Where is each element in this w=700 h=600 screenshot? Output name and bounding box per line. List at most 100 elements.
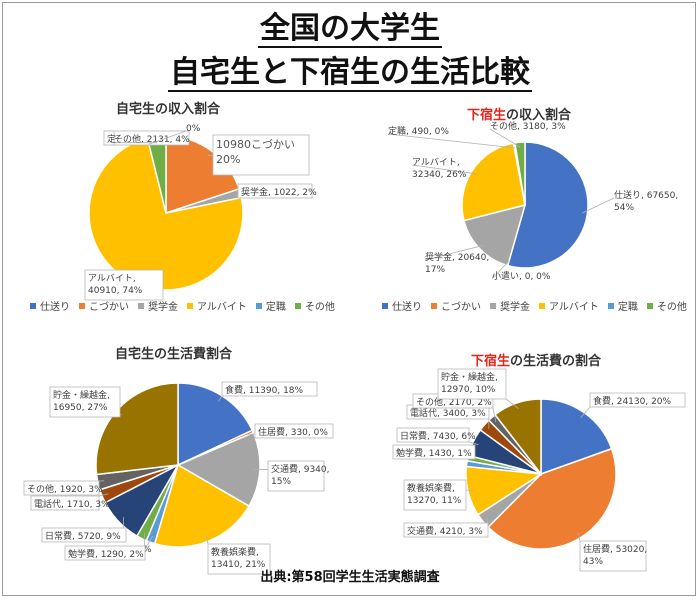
legend-label: 定職 xyxy=(265,302,286,313)
leader-line xyxy=(387,133,516,149)
pie-slice-3 xyxy=(153,463,250,548)
data-label-box xyxy=(589,392,686,408)
data-label: 貯金・繰越金, xyxy=(53,389,110,401)
chart-title-rest: の生活費の割合 xyxy=(510,354,602,369)
legend-item: 仕送り xyxy=(30,298,70,313)
data-label-box xyxy=(579,540,647,572)
data-label: 住居費, 53020, xyxy=(583,543,647,555)
data-label: 54% xyxy=(614,203,634,213)
legend-label: 奨学金 xyxy=(500,302,530,313)
legend-swatch xyxy=(79,302,85,309)
legend-swatch xyxy=(607,302,614,309)
data-label: 17% xyxy=(425,265,445,275)
legend-label: 奨学金 xyxy=(148,302,178,313)
data-label: その他, 3180, 3% xyxy=(490,120,566,132)
pie-slice-5 xyxy=(514,141,526,206)
data-label: 小遣い, 0, 0% xyxy=(492,270,551,282)
data-label-box xyxy=(23,480,100,496)
leader-line xyxy=(468,441,479,446)
pie-slice-1 xyxy=(487,447,617,550)
legend-lodging-income: 仕送り こづかい 奨学金 アルバイト 定職 その他 xyxy=(382,298,696,313)
leader-line xyxy=(148,130,187,145)
data-label: アルバイト, xyxy=(412,157,460,168)
data-label-box xyxy=(267,460,325,492)
legend-label: 定職 xyxy=(617,302,638,313)
data-label: 食費, 11390, 18% xyxy=(225,384,304,396)
chart-title-lodging-expense: 下宿生の生活費の割合 xyxy=(471,350,601,369)
chart-title-highlight: 下宿生 xyxy=(471,354,511,369)
data-label-box xyxy=(103,130,115,146)
pie-slice-0 xyxy=(540,398,613,476)
chart-title-home-expense: 自宅生の生活費割合 xyxy=(115,347,233,362)
data-label: 勉学費, 1430, 1% xyxy=(396,447,472,459)
legend-item: 奨学金 xyxy=(138,298,178,313)
legend-item: アルバイト xyxy=(187,298,247,313)
legend-swatch xyxy=(490,302,496,309)
legend-swatch xyxy=(539,302,545,309)
legend-item: アルバイト xyxy=(539,298,599,313)
chart-title-rest: の収入割合 xyxy=(506,108,572,123)
data-label: 20% xyxy=(216,153,240,166)
data-label: 住居費, 330, 0% xyxy=(258,426,328,438)
pie-slice-3 xyxy=(461,142,526,222)
chart-title-lodging-income: 下宿生の収入割合 xyxy=(467,104,571,123)
data-label-box xyxy=(212,134,310,176)
data-label-box xyxy=(221,381,318,397)
legend-item: 定職 xyxy=(607,298,638,313)
data-label-box xyxy=(64,545,146,561)
data-label: 貯金・繰越金, xyxy=(441,371,498,383)
leader-line xyxy=(577,532,581,542)
data-label: 13410, 21% xyxy=(211,560,266,570)
data-label: 電話代, 3400, 3% xyxy=(410,407,486,419)
pie-slice-0 xyxy=(506,141,589,269)
legend-label: その他 xyxy=(656,302,687,313)
leader-line xyxy=(582,197,615,214)
legend-swatch xyxy=(30,302,36,309)
leader-line xyxy=(218,395,223,402)
legend-swatch xyxy=(255,302,262,309)
legend-swatch xyxy=(382,302,388,309)
legend-item: こづかい xyxy=(431,298,481,313)
legend-label: その他 xyxy=(304,302,335,313)
source-citation: 出典:第58回学生生活実態調査 xyxy=(260,570,440,585)
data-label: 日常費, 5720, 9% xyxy=(45,530,121,542)
leader-line xyxy=(205,534,209,545)
leader-line xyxy=(580,406,591,418)
data-label: その他, 1920, 3% xyxy=(27,483,103,495)
leader-line xyxy=(505,398,519,410)
data-label: 教養娯楽費, xyxy=(407,482,455,494)
leader-line xyxy=(411,164,477,175)
main-title-line-1: 全国の大学生 xyxy=(258,11,442,48)
data-label: 奨学金, 20640, xyxy=(425,251,489,263)
legend-item: その他 xyxy=(646,298,687,313)
legend-home-income: 仕送り こづかい 奨学金 アルバイト 定職 その他 xyxy=(30,298,344,313)
legend-item: 奨学金 xyxy=(490,298,530,313)
legend-label: アルバイト xyxy=(549,302,599,313)
data-label: 12970, 10% xyxy=(441,385,496,395)
data-label: 32340, 26% xyxy=(412,170,467,180)
data-label-box xyxy=(84,269,164,301)
data-label-box xyxy=(403,522,489,538)
legend-item: 仕送り xyxy=(382,298,422,313)
legend-label: 仕送り xyxy=(392,302,422,313)
data-label: 13270, 11% xyxy=(407,496,462,506)
data-label-box xyxy=(392,444,476,460)
data-label-box xyxy=(237,183,313,199)
data-label: 40910, 74% xyxy=(88,286,143,296)
data-label: 日常費, 7430, 6% xyxy=(400,430,476,442)
data-label-box xyxy=(41,527,127,543)
data-label: 交通費, 9340, xyxy=(271,463,330,475)
legend-swatch xyxy=(187,302,193,309)
legend-swatch xyxy=(138,302,144,309)
data-label: % xyxy=(143,545,152,555)
legend-item: こづかい xyxy=(79,298,129,313)
chart-title-highlight: 下宿生 xyxy=(467,108,507,123)
data-label: 勉学費, 1290, 2% xyxy=(68,548,144,560)
legend-item: その他 xyxy=(294,298,335,313)
leader-line xyxy=(98,493,109,497)
leader-line xyxy=(491,260,510,280)
